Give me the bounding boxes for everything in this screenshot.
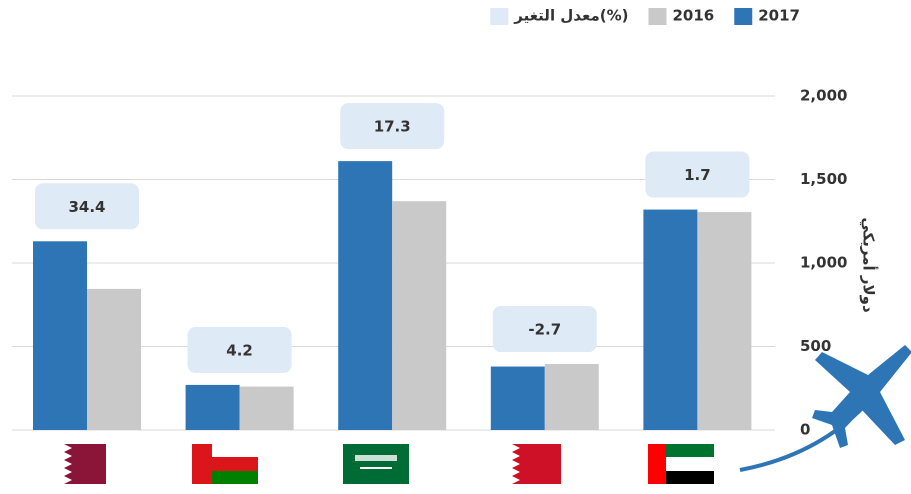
legend-swatch [734,8,753,25]
change-label: 34.4 [68,198,105,216]
legend-label: 2017 [758,7,800,25]
bar [697,212,752,430]
bar [33,241,87,430]
plane [812,345,911,448]
bar [338,161,393,430]
bar [392,201,447,430]
change-label: -2.7 [528,321,561,339]
bar [643,209,698,430]
change-label-box [340,103,445,150]
legend-label: 2016 [673,7,715,25]
flag-oman [192,444,212,484]
y-tick-label: 1,500 [800,170,847,188]
y-tick-label: 500 [800,337,831,355]
flag-qatar-white [40,444,72,484]
legend-swatch [648,8,667,25]
y-tick-label: 0 [800,421,810,439]
flags [40,444,714,484]
y-tick-label: 1,000 [800,254,847,272]
flag-saudi [343,444,409,484]
bar [490,366,545,430]
y-tick-label: 2,000 [800,87,847,105]
flag-uae [648,444,666,484]
change-label-box [492,306,597,353]
flag-bahrain-white [495,444,520,484]
flag-saudi-script [355,455,397,461]
plane-decoration [739,345,911,472]
change-label: 4.2 [226,341,253,359]
change-label: 17.3 [374,118,411,136]
bar [544,364,599,430]
bar [87,288,141,430]
bar [185,384,240,430]
legend-swatch [490,8,509,25]
legend-label: معدل التغير(%) [513,7,628,25]
change-label-box [35,183,139,230]
y-axis-label: دولار أمريكي [860,217,879,313]
change-label-box [187,326,292,373]
change-label: 1.7 [684,166,711,184]
bar [239,386,294,430]
flag-saudi-sword [360,467,392,469]
change-label-box [645,151,750,198]
